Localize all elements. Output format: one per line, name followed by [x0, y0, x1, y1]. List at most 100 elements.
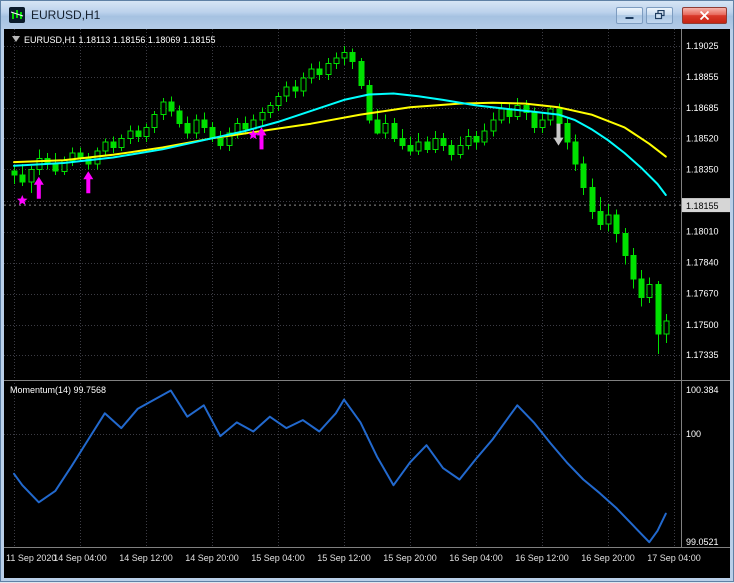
bear-candle — [242, 123, 249, 130]
bear-candle — [407, 145, 414, 152]
bear-candle — [292, 86, 299, 92]
price-axis-label: 1.18350 — [686, 164, 719, 174]
price-axis-label: 1.18010 — [686, 227, 719, 237]
buy-arrow-icon — [83, 171, 94, 194]
bear-candle — [399, 137, 406, 147]
bull-candle — [325, 62, 332, 75]
momentum-axis-label: 99.0521 — [686, 537, 719, 547]
momentum-line — [13, 389, 667, 544]
bull-candle — [267, 104, 274, 114]
bear-candle — [473, 136, 480, 143]
bear-candle — [580, 163, 587, 189]
bull-candle — [151, 114, 158, 128]
bear-candle — [622, 232, 629, 256]
minimize-button[interactable] — [616, 6, 643, 24]
bear-candle — [11, 170, 18, 176]
bear-candle — [655, 284, 662, 335]
bull-candle — [382, 123, 389, 134]
star-marker-icon — [248, 129, 259, 140]
price-axis-label: 1.17500 — [686, 320, 719, 330]
time-axis-label: 11 Sep 2020 — [6, 553, 56, 563]
time-axis-label: 16 Sep 12:00 — [515, 553, 569, 563]
time-axis-label: 15 Sep 04:00 — [251, 553, 305, 563]
momentum-axis-label: 100 — [686, 429, 701, 439]
signal-markers — [17, 123, 564, 205]
bull-candle — [605, 214, 612, 225]
ohlc-info-line: EURUSD,H1 1.18113 1.18156 1.18069 1.1815… — [24, 35, 215, 45]
candlesticks — [11, 46, 670, 355]
bear-candle — [391, 123, 398, 139]
bull-candle — [275, 95, 282, 106]
time-axis-label: 17 Sep 04:00 — [647, 553, 701, 563]
price-axis-label: 1.18855 — [686, 72, 719, 82]
bear-candle — [638, 278, 645, 298]
bear-candle — [597, 211, 604, 225]
time-axis-label: 14 Sep 12:00 — [119, 553, 173, 563]
bear-candle — [448, 145, 455, 156]
bear-candle — [630, 254, 637, 280]
buy-arrow-icon — [33, 176, 44, 199]
bear-candle — [135, 130, 142, 137]
window-title: EURUSD,H1 — [31, 8, 101, 22]
current-price-box — [682, 198, 730, 213]
grid — [4, 29, 681, 547]
bull-candle — [118, 137, 125, 148]
bear-candle — [176, 110, 183, 125]
bull-candle — [481, 130, 488, 143]
bear-candle — [366, 84, 373, 121]
price-axis-label: 1.17670 — [686, 289, 719, 299]
close-button[interactable] — [682, 6, 727, 24]
price-axis[interactable]: 1.19025 1.18855 1.18685 1.18520 1.18350 1.180… — [682, 41, 730, 547]
ma-yellow-line — [13, 101, 667, 164]
current-price-label: 1.18155 — [686, 201, 719, 211]
bull-candle — [539, 119, 546, 128]
bear-candle — [184, 123, 191, 134]
bear-candle — [424, 141, 431, 150]
bear-candle — [316, 68, 323, 75]
time-axis-label: 15 Sep 20:00 — [383, 553, 437, 563]
bear-candle — [52, 163, 59, 172]
bull-candle — [127, 130, 134, 139]
bull-candle — [283, 86, 290, 97]
price-axis-label: 1.19025 — [686, 41, 719, 51]
bear-candle — [374, 119, 381, 134]
minimize-icon — [625, 8, 634, 23]
bull-candle — [646, 284, 653, 298]
bull-candle — [193, 119, 200, 134]
window-titlebar[interactable]: EURUSD,H1 — [1, 1, 733, 29]
bull-candle — [663, 320, 670, 335]
momentum-axis-label: 100.384 — [686, 385, 719, 395]
star-marker-icon — [17, 195, 28, 205]
bear-candle — [531, 112, 538, 128]
momentum-indicator-label: Momentum(14) 99.7568 — [10, 385, 106, 395]
bull-candle — [498, 108, 505, 121]
bull-candle — [415, 141, 422, 152]
bull-candle — [490, 119, 497, 132]
restore-button[interactable] — [646, 6, 673, 24]
bull-candle — [226, 132, 233, 147]
bull-candle — [465, 136, 472, 147]
bear-candle — [201, 119, 208, 128]
price-axis-label: 1.18520 — [686, 133, 719, 143]
bear-candle — [110, 141, 117, 148]
close-icon — [699, 8, 710, 23]
bear-candle — [217, 137, 224, 147]
time-axis-label: 16 Sep 20:00 — [581, 553, 635, 563]
bear-candle — [440, 137, 447, 147]
bear-candle — [572, 141, 579, 165]
time-axis-label: 15 Sep 12:00 — [317, 553, 371, 563]
time-axis-label: 16 Sep 04:00 — [449, 553, 503, 563]
symbol-dropdown-icon[interactable] — [12, 36, 20, 42]
price-chart[interactable]: EURUSD,H1 1.18113 1.18156 1.18069 1.1815… — [4, 29, 730, 578]
price-axis-label: 1.17840 — [686, 258, 719, 268]
bear-candle — [613, 214, 620, 234]
restore-icon — [654, 8, 665, 23]
bull-candle — [259, 112, 266, 121]
price-axis-label: 1.17335 — [686, 350, 719, 360]
bear-candle — [358, 61, 365, 86]
bull-candle — [333, 57, 340, 64]
ma-cyan-line — [13, 92, 667, 196]
bull-candle — [432, 137, 439, 150]
